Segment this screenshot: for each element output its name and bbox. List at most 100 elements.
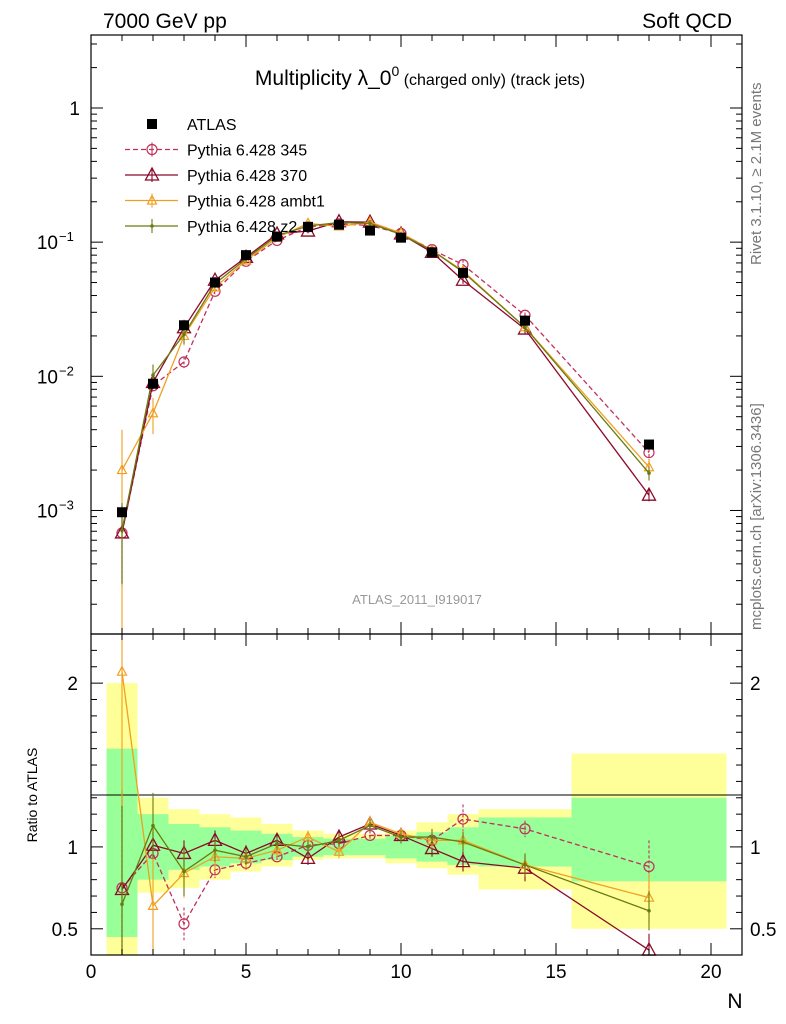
main-series-layer: [114, 213, 657, 634]
ratio-bands: [106, 683, 727, 955]
y-tick-label: 10: [37, 233, 58, 254]
point-pythia-6-428-z2: [368, 221, 372, 226]
ratio-point-pythia-6-428-z2: [647, 908, 651, 913]
atlas-data-point: [396, 232, 406, 243]
ratio-tick-label-left: 0.5: [52, 920, 78, 941]
ratio-point-pythia-6-428-370: [455, 853, 471, 868]
ratio-point-pythia-6-428-z2: [523, 863, 527, 867]
y-tick-exponent: −2: [59, 363, 74, 378]
legend-marker-pythia-6-428-z2: [150, 224, 154, 228]
x-tick-label: 20: [700, 962, 721, 983]
ratio-point-pythia-6-428-z2: [213, 848, 217, 852]
ratio-point-pythia-6-428-ambt1: [147, 899, 159, 910]
legend-marker-pythia-6-428-ambt1: [146, 194, 158, 205]
legend-label-pythia-6-428-ambt1: Pythia 6.428 ambt1: [187, 194, 325, 211]
ratio-tick-label-right: 0.5: [750, 920, 776, 941]
y-tick-label: 1: [69, 99, 80, 120]
ratio-band-green: [385, 835, 417, 859]
ratio-point-pythia-6-428-345: [643, 860, 655, 873]
x-tick-label: 5: [241, 962, 252, 983]
chart-title: Multiplicity λ_00 (charged only) (track …: [255, 63, 585, 90]
atlas-data-point: [644, 439, 654, 450]
point-pythia-6-428-370: [641, 486, 657, 501]
series-line-pythia-6-428-370: [121, 221, 650, 534]
ratio-point-pythia-6-428-z2: [368, 823, 372, 828]
ratio-point-pythia-6-428-ambt1: [116, 665, 128, 676]
ratio-point-pythia-6-428-345: [519, 823, 531, 835]
ratio-axis-ticks: 2 2 1 1 0.5 0.5: [52, 649, 776, 941]
ratio-point-pythia-6-428-ambt1: [271, 843, 283, 855]
ratio-point-pythia-6-428-z2: [399, 835, 403, 839]
legend-label-pythia-6-428-345: Pythia 6.428 345: [187, 143, 307, 160]
atlas-data-point: [427, 247, 437, 258]
x-tick-label: 0: [86, 962, 97, 983]
ratio-point-pythia-6-428-z2: [120, 902, 124, 907]
ratio-band-green: [354, 838, 386, 856]
x-tick-label: 15: [545, 962, 566, 983]
point-pythia-6-428-370: [455, 271, 471, 286]
main-axis-ticks: 110−110−210−3: [37, 43, 742, 605]
legend-label-atlas: ATLAS: [187, 117, 237, 134]
atlas-data-point: [303, 221, 313, 232]
atlas-data-point: [334, 219, 344, 230]
y-tick-exponent: −3: [59, 497, 74, 512]
ratio-tick-label-right: 2: [750, 674, 761, 695]
ratio-line-pythia-6-428-370: [121, 823, 650, 951]
atlas-data-point: [179, 320, 189, 331]
ratio-point-pythia-6-428-z2: [151, 823, 155, 828]
x-axis-label: N: [727, 990, 742, 1013]
atlas-data-point: [365, 225, 375, 236]
mcplots-label: mcplots.cern.ch [arXiv:1306.3436]: [748, 403, 765, 630]
ratio-tick-label-left: 1: [67, 838, 78, 859]
legend-marker-atlas: [147, 119, 157, 129]
ratio-point-pythia-6-428-z2: [306, 845, 310, 849]
point-pythia-6-428-z2: [120, 528, 124, 533]
beam-label: 7000 GeV pp: [103, 10, 227, 33]
point-pythia-6-428-z2: [151, 373, 155, 377]
point-pythia-6-428-ambt1: [116, 463, 128, 475]
ratio-point-pythia-6-428-z2: [182, 869, 186, 874]
legend-label-pythia-6-428-z2: Pythia 6.428 z2: [187, 219, 297, 236]
ratio-point-pythia-6-428-z2: [430, 835, 434, 839]
atlas-data-point: [272, 231, 282, 242]
ratio-band-green: [571, 797, 727, 882]
ratio-tick-label-left: 2: [67, 674, 78, 695]
ratio-point-pythia-6-428-345: [178, 918, 190, 930]
atlas-data-point: [117, 507, 127, 518]
legend-label-pythia-6-428-370: Pythia 6.428 370: [187, 168, 307, 185]
ratio-panel: 2 2 1 1 0.5 0.5 Ratio to ATLAS: [24, 633, 776, 956]
point-pythia-6-428-z2: [647, 471, 651, 475]
main-panel: 110−110−210−3 Multiplicity λ_00 (charged…: [37, 34, 743, 635]
y-tick-label: 10: [37, 367, 58, 388]
ratio-frame: [90, 633, 743, 956]
ratio-point-pythia-6-428-370: [424, 840, 440, 855]
atlas-data-point: [210, 277, 220, 288]
y-tick-exponent: −1: [59, 229, 74, 244]
ratio-point-pythia-6-428-z2: [337, 838, 341, 843]
ratio-point-pythia-6-428-z2: [461, 840, 465, 844]
ratio-line-pythia-6-428-z2: [121, 824, 650, 912]
ratio-point-pythia-6-428-z2: [244, 854, 248, 859]
point-pythia-6-428-z2: [523, 325, 527, 330]
atlas-data-point: [148, 378, 158, 389]
legend-marker-pythia-6-428-370: [144, 166, 160, 181]
rivet-label: Rivet 3.1.10, ≥ 2.1M events: [748, 83, 765, 266]
point-pythia-6-428-ambt1: [147, 407, 159, 418]
ratio-point-pythia-6-428-z2: [275, 841, 279, 846]
x-axis-ticks: 0 5 10 15 20: [86, 35, 743, 983]
ratio-line-pythia-6-428-ambt1: [121, 671, 650, 908]
y-tick-label: 10: [37, 501, 58, 522]
analysis-label: ATLAS_2011_I919017: [352, 592, 482, 607]
legend: ATLAS Pythia 6.428 345 Pythia 6.428 370 Pyt…: [125, 117, 325, 236]
point-pythia-6-428-345: [178, 356, 190, 368]
ratio-point-pythia-6-428-ambt1: [333, 845, 345, 856]
category-label: Soft QCD: [642, 10, 732, 33]
x-tick-label: 10: [390, 962, 411, 983]
ratio-point-pythia-6-428-370: [300, 850, 316, 865]
ratio-tick-label-right: 1: [750, 838, 761, 859]
atlas-data-point: [458, 267, 468, 278]
point-pythia-6-428-z2: [182, 332, 186, 337]
atlas-data-point: [520, 315, 530, 326]
series-line-pythia-6-428-z2: [121, 221, 650, 531]
